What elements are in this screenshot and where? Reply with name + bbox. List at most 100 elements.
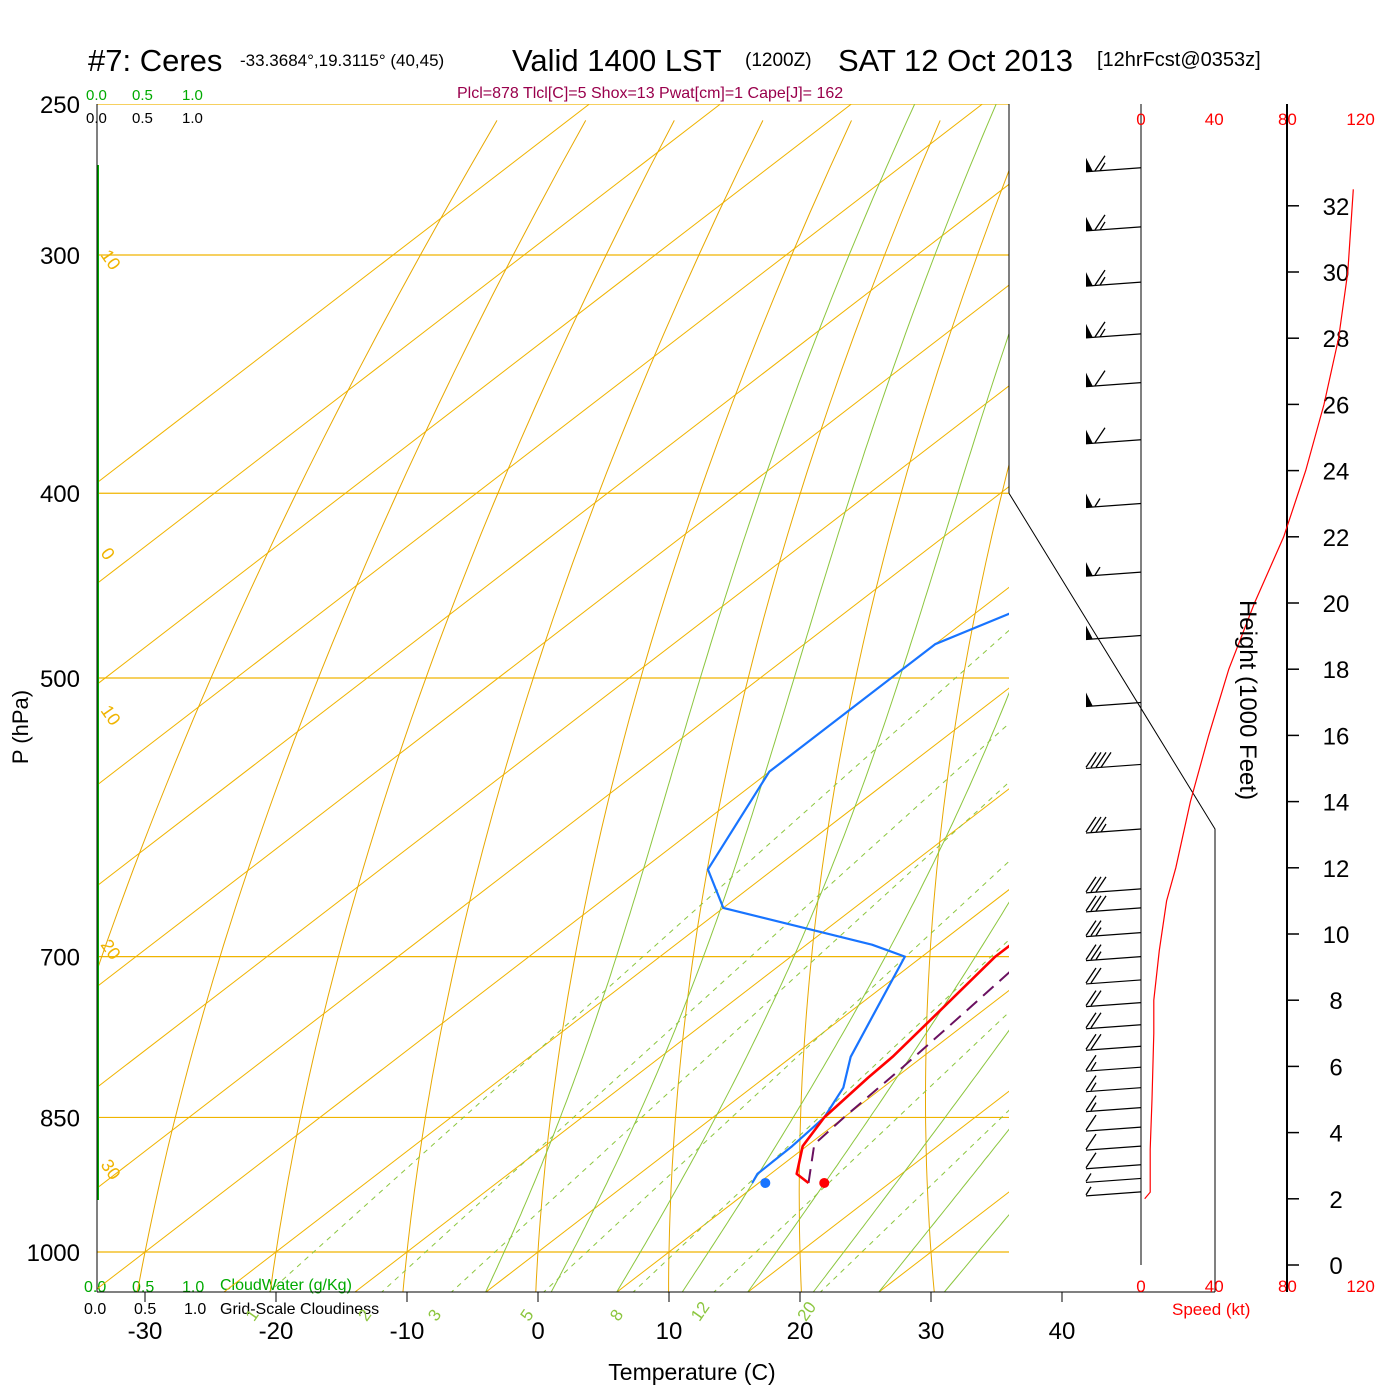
mixing-ratio-line: [819, 1109, 1009, 1292]
wind-barb-half: [1090, 1082, 1097, 1092]
wind-barb-full: [1100, 752, 1112, 768]
wind-barb-staff: [1085, 281, 1142, 287]
isotherm-label: 30: [97, 1156, 125, 1184]
pressure-tick-label: 400: [40, 481, 80, 508]
wind-barb-pennant: [1086, 625, 1093, 640]
wind-barb-full: [1085, 1152, 1097, 1169]
wind-barb-half: [1099, 221, 1106, 231]
cloudiness-tick-b2: 1.0: [184, 1301, 206, 1318]
forecast-label: [12hrFcst@0353z]: [1097, 49, 1261, 71]
wind-barb-staff: [1085, 1164, 1142, 1170]
wind-barb-pennant: [1086, 562, 1093, 577]
wind-barb-half: [1095, 951, 1102, 960]
wind-barb-full: [1085, 752, 1097, 768]
wind-barb-staff: [1085, 226, 1142, 232]
cloudwater-tick-b1: 0.5: [132, 1279, 154, 1296]
wind-barb-staff: [1085, 1002, 1142, 1008]
temperature-tick-label: -10: [390, 1318, 425, 1345]
wind-barb-pennant: [1086, 493, 1093, 508]
cloudwater-tick-1: 0.5: [132, 87, 153, 104]
wind-barb-full: [1094, 214, 1106, 231]
mixing-ratio-line: [268, 629, 1009, 1292]
wind-barb: [1085, 895, 1142, 913]
speed-tick-bottom: 120: [1346, 1277, 1374, 1296]
parcel-path: [807, 971, 1009, 1184]
dry-adiabat: [798, 169, 1009, 1292]
temperature-tick-label: 20: [787, 1318, 814, 1345]
pressure-tick-label: 850: [40, 1105, 80, 1132]
wind-barb-full: [1085, 920, 1097, 936]
dry-adiabat: [136, 120, 587, 1292]
wind-barb-staff: [1085, 382, 1142, 388]
height-tick-label: 24: [1323, 459, 1350, 486]
isotherm-line: [223, 687, 1009, 1292]
wind-barb-pennant: [1086, 429, 1093, 444]
speed-tick-top: 0: [1136, 110, 1145, 129]
wind-barb-half: [1094, 498, 1101, 507]
wind-barb-staff: [1085, 439, 1142, 445]
moist-adiabat: [550, 104, 997, 1292]
temperature-tick-label: -20: [259, 1318, 294, 1345]
wind-barb-full: [1085, 1012, 1097, 1029]
wind-barb: [1085, 692, 1142, 708]
temperature-tick-label: 30: [918, 1318, 945, 1345]
wind-barb-staff: [1085, 1066, 1142, 1072]
sounding-params: Plcl=878 Tlcl[C]=5 Shox=13 Pwat[cm]=1 Ca…: [457, 85, 843, 102]
isotherm-line: [616, 989, 1009, 1292]
pressure-tick-label: 1000: [27, 1240, 80, 1267]
moist-adiabat: [747, 901, 1009, 1292]
wind-barb-pennant: [1086, 157, 1093, 172]
pressure-tick-label: 300: [40, 243, 80, 270]
isotherm-line: [97, 385, 1009, 1089]
height-axis-label: Height (1000 Feet): [1234, 600, 1261, 800]
temperature-tick-label: -30: [128, 1318, 163, 1345]
temperature-tick-label: 0: [531, 1318, 544, 1345]
wind-barb-staff: [1085, 1045, 1142, 1051]
wind-barb-full: [1090, 920, 1102, 936]
wind-barb-full: [1095, 876, 1107, 893]
wind-barb-staff: [1085, 571, 1142, 577]
height-tick-label: 26: [1323, 392, 1350, 419]
wind-barb-full: [1090, 967, 1102, 984]
wind-barb-staff: [1085, 1191, 1142, 1197]
cloudiness-tick-b0: 0.0: [84, 1301, 106, 1318]
wind-barb-half: [1099, 276, 1106, 286]
isotherm-label: 10: [97, 701, 125, 729]
wind-barb-full: [1090, 1033, 1102, 1050]
mixing-ratio-line: [713, 1011, 1009, 1292]
wind-barb-staff: [1085, 333, 1142, 339]
height-tick-label: 16: [1323, 723, 1350, 750]
wind-barb: [1085, 1095, 1142, 1113]
height-tick-label: 2: [1329, 1187, 1342, 1214]
station-title: #7: Ceres: [88, 43, 222, 78]
height-tick-label: 0: [1329, 1253, 1342, 1280]
wind-barb-pennant: [1086, 323, 1093, 338]
wind-barb-full: [1085, 1114, 1097, 1131]
wind-barb-full: [1085, 1133, 1097, 1150]
wind-barb-staff: [1085, 634, 1142, 641]
height-tick-label: 10: [1323, 922, 1350, 949]
wind-barb-full: [1094, 155, 1106, 172]
wind-barb-full: [1095, 816, 1107, 833]
wind-barb: [1085, 370, 1142, 388]
dry-adiabat: [269, 120, 675, 1292]
surface-dewpoint-dot: [760, 1177, 771, 1188]
dry-adiabat: [1392, 120, 1400, 1304]
pressure-tick-label: 700: [40, 945, 80, 972]
isotherm-line: [485, 889, 1009, 1292]
wind-barb-full: [1090, 752, 1102, 768]
wind-barb-staff: [1085, 828, 1142, 834]
wind-barb: [1085, 1114, 1142, 1132]
wind-barb-staff: [1085, 1087, 1142, 1093]
temperature-tick-label: 10: [656, 1318, 683, 1345]
wind-barb-half: [1090, 1061, 1097, 1071]
wind-barb: [1085, 155, 1142, 173]
wind-barb-full: [1094, 370, 1106, 386]
wind-barb-half: [1085, 1173, 1092, 1182]
pressure-tick-label: 500: [40, 666, 80, 693]
wind-barb: [1085, 1133, 1142, 1151]
wind-barb: [1085, 816, 1142, 834]
isotherm-line: [354, 788, 1009, 1292]
wind-barb-full: [1085, 944, 1097, 960]
height-tick-label: 12: [1323, 856, 1350, 883]
